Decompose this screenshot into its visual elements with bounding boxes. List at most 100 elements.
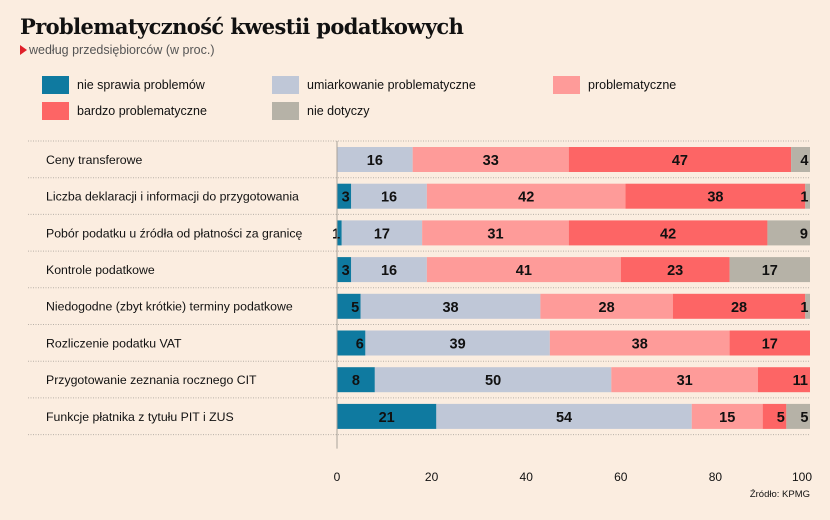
legend-swatch bbox=[42, 102, 69, 120]
data-label: 21 bbox=[379, 410, 395, 426]
data-label: 47 bbox=[672, 153, 688, 169]
bar-segment bbox=[757, 367, 810, 393]
data-label: 5 bbox=[351, 300, 359, 316]
data-label: 9 bbox=[800, 226, 808, 242]
category-label: Przygotowanie zeznania rocznego CIT bbox=[46, 373, 257, 387]
bar-segment bbox=[549, 330, 730, 356]
data-label: 3 bbox=[342, 190, 350, 206]
bar-segment bbox=[729, 330, 810, 356]
data-label: 6 bbox=[356, 337, 364, 353]
x-tick-label: 0 bbox=[334, 470, 341, 484]
bar-segment bbox=[422, 220, 569, 246]
bar-segment bbox=[351, 183, 427, 209]
bar-segment bbox=[351, 257, 427, 283]
data-label: 54 bbox=[556, 410, 572, 426]
x-tick-label: 20 bbox=[425, 470, 439, 484]
bar-segment bbox=[691, 403, 763, 429]
data-label: 38 bbox=[442, 300, 458, 316]
triangle-bullet-icon bbox=[20, 45, 27, 55]
bar-segment bbox=[337, 330, 366, 356]
data-label: 31 bbox=[487, 226, 503, 242]
chart-title: Problematyczność kwestii podatkowych bbox=[20, 14, 464, 39]
data-label: 17 bbox=[762, 337, 778, 353]
data-label: 31 bbox=[677, 373, 693, 389]
legend-item-nie-dotyczy: nie dotyczy bbox=[272, 101, 370, 121]
bar-segment bbox=[360, 293, 541, 319]
data-label: 41 bbox=[516, 263, 532, 279]
category-label: Liczba deklaracji i informacji do przygo… bbox=[46, 190, 299, 204]
bar-segment bbox=[540, 293, 673, 319]
bar-segment bbox=[436, 403, 692, 429]
data-label: 39 bbox=[450, 337, 466, 353]
x-tick-label: 40 bbox=[520, 470, 534, 484]
bar-segment bbox=[729, 257, 810, 283]
data-label: 17 bbox=[762, 263, 778, 279]
bar-segment bbox=[341, 220, 423, 246]
data-label: 42 bbox=[518, 190, 534, 206]
data-label: 28 bbox=[599, 300, 615, 316]
legend-swatch bbox=[272, 76, 299, 94]
bar-segment bbox=[337, 257, 352, 283]
data-label: 50 bbox=[485, 373, 501, 389]
data-label: 1 bbox=[800, 300, 808, 316]
subtitle-text: według przedsiębiorców (w proc.) bbox=[29, 43, 215, 57]
data-label: 38 bbox=[632, 337, 648, 353]
data-label: 15 bbox=[719, 410, 735, 426]
legend-swatch bbox=[272, 102, 299, 120]
bar-segment bbox=[337, 220, 342, 246]
bar-segment bbox=[426, 183, 626, 209]
category-label: Kontrole podatkowe bbox=[46, 263, 155, 277]
bar-segment bbox=[337, 367, 375, 393]
bar-segment bbox=[337, 403, 437, 429]
bar-segment bbox=[805, 293, 810, 319]
category-label: Niedogodne (zbyt krótkie) terminy podatk… bbox=[46, 300, 293, 314]
category-label: Rozliczenie podatku VAT bbox=[46, 336, 182, 350]
data-label: 16 bbox=[381, 190, 397, 206]
bar-segment bbox=[611, 367, 758, 393]
category-label: Pobór podatku u źródła od płatności za g… bbox=[46, 226, 303, 240]
bar-segment bbox=[337, 147, 413, 172]
data-label: 17 bbox=[374, 226, 390, 242]
data-label: 11 bbox=[793, 373, 808, 389]
bar-segment bbox=[762, 403, 787, 429]
bar-segment bbox=[337, 183, 352, 209]
category-label: Funkcje płatnika z tytułu PIT i ZUS bbox=[46, 410, 234, 424]
legend-label: nie sprawia problemów bbox=[77, 78, 205, 92]
x-tick-label: 60 bbox=[614, 470, 628, 484]
data-label: 4 bbox=[800, 153, 808, 169]
legend-label: bardzo problematyczne bbox=[77, 104, 207, 118]
bar-segment bbox=[337, 293, 361, 319]
source-note: Źródło: KPMG bbox=[749, 489, 810, 500]
bar-segment bbox=[767, 220, 810, 246]
data-label: 5 bbox=[777, 410, 785, 426]
legend-item-problematyczne: problematyczne bbox=[553, 75, 676, 95]
bar-segment bbox=[568, 147, 792, 172]
legend-item-umiarkowanie: umiarkowanie problematyczne bbox=[272, 75, 476, 95]
legend-label: problematyczne bbox=[588, 78, 677, 92]
legend-item-bardzo: bardzo problematyczne bbox=[42, 101, 207, 121]
bar-segment bbox=[786, 403, 810, 429]
bar-segment bbox=[412, 147, 569, 172]
bar-segment bbox=[791, 147, 810, 172]
data-label: 42 bbox=[660, 226, 676, 242]
data-label: 16 bbox=[381, 263, 397, 279]
data-label: 5 bbox=[800, 410, 808, 426]
legend-label: nie dotyczy bbox=[307, 104, 370, 118]
bar-segment bbox=[625, 183, 806, 209]
bar-segment bbox=[620, 257, 730, 283]
category-label: Ceny transferowe bbox=[46, 153, 143, 167]
legend-item-nie-sprawia: nie sprawia problemów bbox=[42, 75, 205, 95]
legend-swatch bbox=[42, 76, 69, 94]
data-label: 38 bbox=[707, 190, 723, 206]
bar-segment bbox=[426, 257, 621, 283]
legend-label: umiarkowanie problematyczne bbox=[307, 78, 476, 92]
chart-subtitle: według przedsiębiorców (w proc.) bbox=[20, 43, 215, 57]
data-label: 23 bbox=[667, 263, 683, 279]
data-label: 1 bbox=[332, 226, 340, 242]
bar-segment bbox=[672, 293, 806, 319]
data-label: 8 bbox=[352, 373, 360, 389]
data-label: 16 bbox=[367, 153, 383, 169]
data-label: 28 bbox=[731, 300, 747, 316]
legend-swatch bbox=[553, 76, 580, 94]
